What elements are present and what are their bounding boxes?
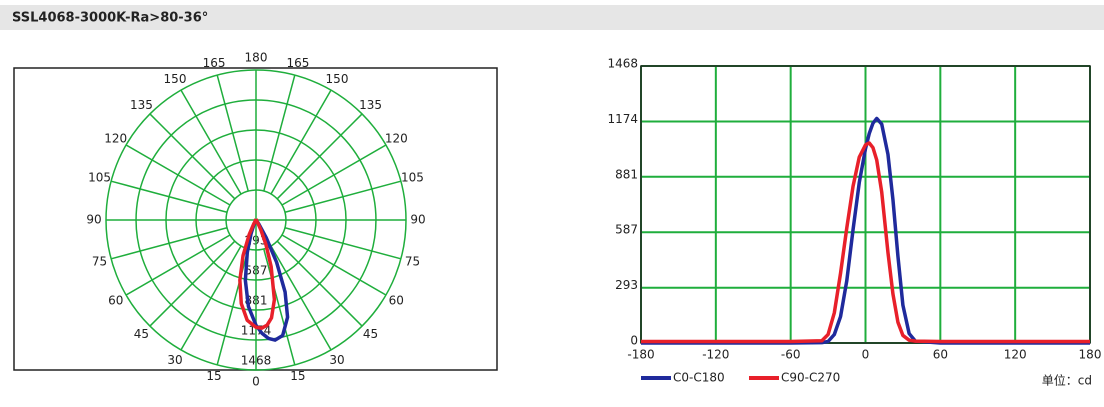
angle-tick-label: 165 [203,56,226,70]
polar-spoke [149,113,236,200]
y-tick-label: 881 [615,167,638,181]
unit-label: 单位：cd [1042,373,1092,388]
angle-tick-label: 135 [130,98,153,112]
line-series [641,141,1090,344]
angle-tick-label: 30 [167,353,182,367]
polar-spoke [270,89,332,195]
y-tick-label: 1174 [607,112,638,126]
polar-spoke [216,74,249,192]
angle-tick-label: 180 [245,51,268,65]
x-tick-label: -60 [781,348,801,362]
angle-tick-label: 15 [290,369,305,383]
page-title: SSL4068-3000K-Ra>80-36° [12,11,208,26]
angle-tick-label: 105 [88,171,111,185]
polar-spoke [270,245,332,351]
angle-tick-label: 15 [206,369,221,383]
polar-spoke [276,113,363,200]
polar-spoke [263,248,296,366]
angle-tick-label: 0 [252,375,260,389]
angle-tick-label: 75 [405,254,420,268]
angle-tick-label: 60 [389,294,404,308]
legend-label: C0-C180 [673,371,725,385]
angle-tick-label: 105 [401,171,424,185]
angle-tick-label: 60 [108,294,123,308]
angle-tick-label: 90 [410,213,425,227]
polar-spoke [180,89,242,195]
polar-spoke [276,240,363,327]
polar-spoke [110,180,228,213]
angle-tick-label: 120 [385,132,408,146]
polar-spoke [180,245,242,351]
x-tick-label: 120 [1004,348,1027,362]
angle-tick-label: 150 [326,72,349,86]
angle-tick-label: 165 [286,56,309,70]
polar-spoke [125,234,231,296]
x-tick-label: 180 [1079,348,1102,362]
y-tick-label: 587 [615,223,638,237]
line-series [641,116,1090,345]
polar-spoke [110,227,228,260]
angle-tick-label: 120 [104,132,127,146]
angle-tick-label: 150 [164,72,187,86]
plot-frame [640,65,1091,344]
polar-spoke [149,240,236,327]
y-tick-label: 0 [630,334,638,348]
polar-spoke [125,144,231,206]
polar-spoke [281,234,387,296]
angle-tick-label: 75 [92,254,107,268]
angle-tick-label: 30 [329,353,344,367]
polar-curve [238,218,277,330]
x-tick-label: -180 [627,348,654,362]
polar-spoke [284,180,402,213]
polar-spoke [284,227,402,260]
y-tick-label: 293 [615,278,638,292]
polar-spoke [263,74,296,192]
legend-label: C90-C270 [781,371,840,385]
header-bar [0,5,1104,30]
x-tick-label: 0 [862,348,870,362]
polar-spoke [281,144,387,206]
x-tick-label: 60 [933,348,948,362]
angle-tick-label: 135 [359,98,382,112]
angle-tick-label: 45 [134,327,149,341]
y-tick-label: 1468 [607,57,638,71]
angle-tick-label: 45 [363,327,378,341]
angle-tick-label: 90 [86,213,101,227]
x-tick-label: -120 [702,348,729,362]
